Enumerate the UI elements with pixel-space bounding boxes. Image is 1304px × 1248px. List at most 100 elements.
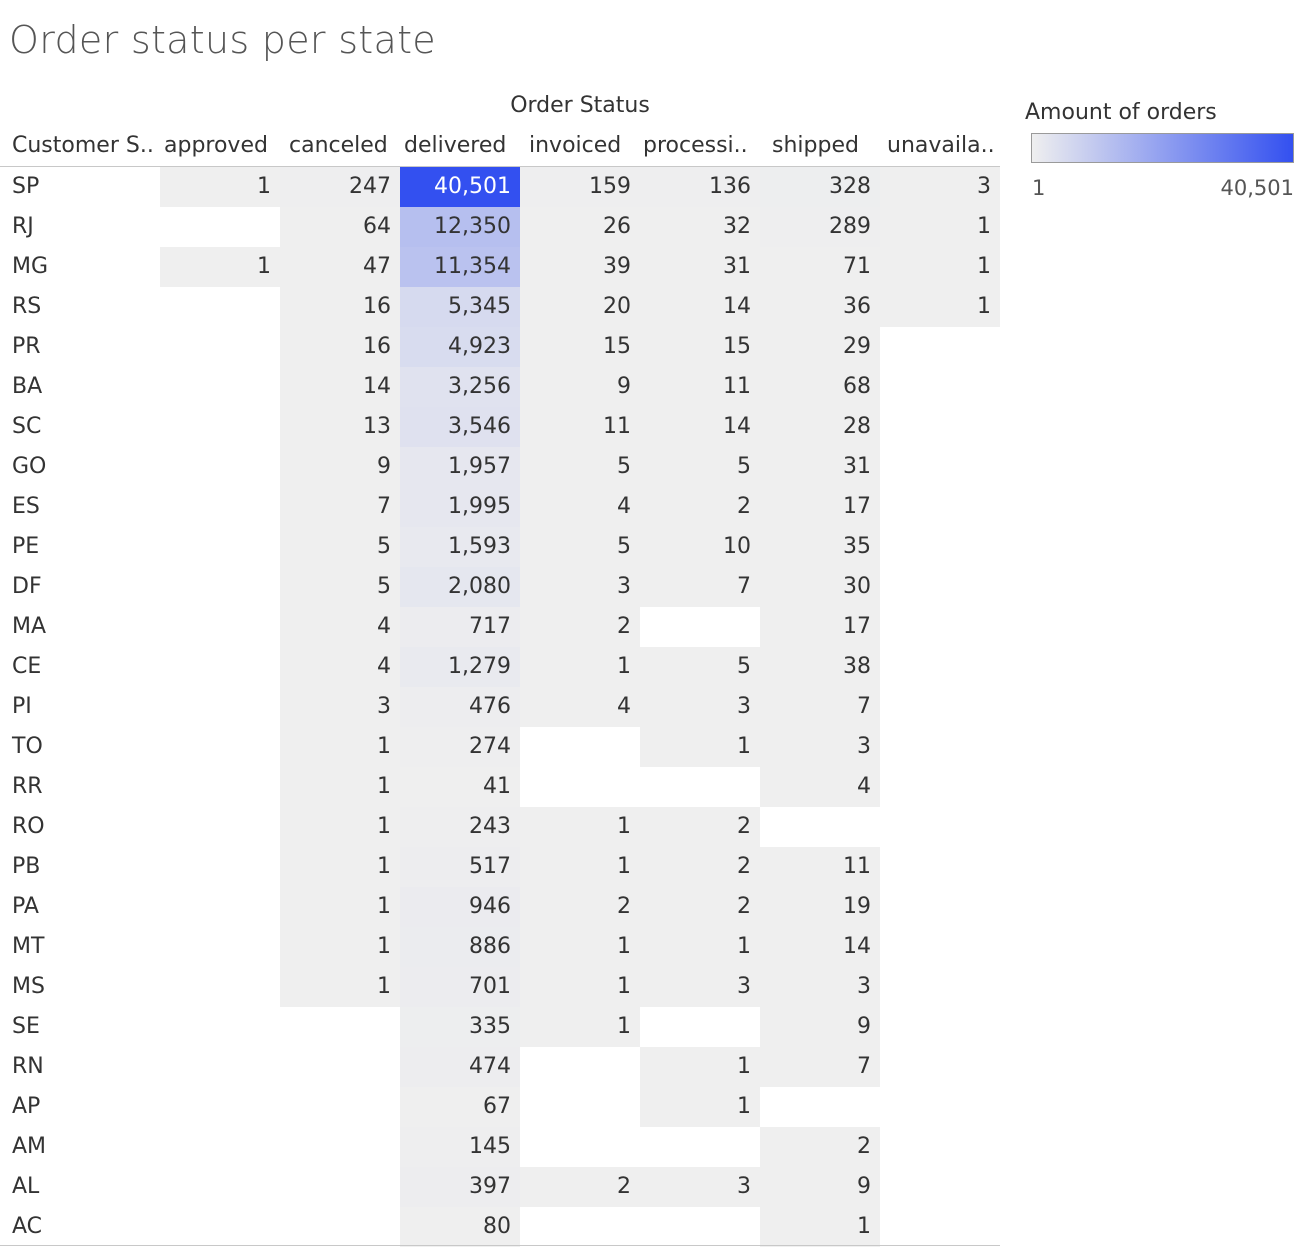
heatmap-cell[interactable]: 136 [640, 167, 760, 207]
row-label-pi[interactable]: PI [12, 694, 32, 719]
heatmap-cell[interactable]: 14 [640, 287, 760, 327]
heatmap-cell[interactable]: 1 [280, 807, 400, 847]
heatmap-cell[interactable]: 14 [640, 407, 760, 447]
heatmap-cell[interactable]: 4 [520, 687, 640, 727]
row-label-rs[interactable]: RS [12, 294, 42, 319]
column-header-processi[interactable]: processi.. [643, 133, 748, 158]
heatmap-cell[interactable]: 474 [400, 1047, 520, 1087]
row-header-title[interactable]: Customer S.. [12, 133, 154, 158]
heatmap-cell[interactable]: 5 [640, 447, 760, 487]
row-label-sp[interactable]: SP [12, 174, 40, 199]
heatmap-cell[interactable]: 41 [400, 767, 520, 807]
heatmap-cell[interactable]: 5 [280, 567, 400, 607]
heatmap-cell[interactable]: 5 [280, 527, 400, 567]
heatmap-cell[interactable]: 31 [760, 447, 880, 487]
row-label-al[interactable]: AL [12, 1174, 40, 1199]
heatmap-cell[interactable]: 7 [280, 487, 400, 527]
heatmap-cell[interactable]: 15 [520, 327, 640, 367]
heatmap-cell[interactable]: 1 [640, 727, 760, 767]
heatmap-cell[interactable]: 10 [640, 527, 760, 567]
row-label-pb[interactable]: PB [12, 854, 41, 879]
heatmap-cell[interactable]: 2 [760, 1127, 880, 1167]
row-label-rr[interactable]: RR [12, 774, 43, 799]
heatmap-cell[interactable]: 35 [760, 527, 880, 567]
row-label-pr[interactable]: PR [12, 334, 41, 359]
heatmap-cell[interactable]: 1 [160, 247, 280, 287]
heatmap-cell[interactable]: 11 [520, 407, 640, 447]
heatmap-cell[interactable]: 247 [280, 167, 400, 207]
row-label-to[interactable]: TO [12, 734, 43, 759]
heatmap-cell[interactable]: 14 [280, 367, 400, 407]
heatmap-cell[interactable]: 71 [760, 247, 880, 287]
heatmap-cell[interactable]: 1 [280, 727, 400, 767]
heatmap-cell[interactable]: 16 [280, 287, 400, 327]
heatmap-cell[interactable]: 1 [160, 167, 280, 207]
heatmap-cell[interactable]: 40,501 [400, 167, 520, 207]
heatmap-cell[interactable]: 28 [760, 407, 880, 447]
heatmap-cell[interactable]: 517 [400, 847, 520, 887]
column-header-delivered[interactable]: delivered [404, 133, 507, 158]
heatmap-cell[interactable]: 9 [280, 447, 400, 487]
row-label-ro[interactable]: RO [12, 814, 45, 839]
column-header-shipped[interactable]: shipped [772, 133, 859, 158]
heatmap-cell[interactable]: 1,279 [400, 647, 520, 687]
row-label-pe[interactable]: PE [12, 534, 40, 559]
heatmap-cell[interactable]: 11 [760, 847, 880, 887]
heatmap-cell[interactable]: 3 [880, 167, 1000, 207]
heatmap-cell[interactable]: 19 [760, 887, 880, 927]
heatmap-cell[interactable]: 68 [760, 367, 880, 407]
heatmap-cell[interactable]: 2 [640, 847, 760, 887]
heatmap-cell[interactable]: 2 [520, 607, 640, 647]
heatmap-cell[interactable]: 1 [520, 1007, 640, 1047]
heatmap-cell[interactable]: 64 [280, 207, 400, 247]
heatmap-cell[interactable]: 1 [280, 767, 400, 807]
heatmap-cell[interactable]: 2 [640, 487, 760, 527]
row-label-pa[interactable]: PA [12, 894, 39, 919]
heatmap-cell[interactable]: 3 [640, 967, 760, 1007]
heatmap-cell[interactable]: 1 [280, 847, 400, 887]
heatmap-cell[interactable]: 38 [760, 647, 880, 687]
heatmap-cell[interactable]: 80 [400, 1207, 520, 1247]
row-label-mg[interactable]: MG [12, 254, 49, 279]
heatmap-cell[interactable]: 2 [640, 807, 760, 847]
heatmap-cell[interactable]: 1 [520, 807, 640, 847]
heatmap-cell[interactable]: 7 [640, 567, 760, 607]
heatmap-cell[interactable]: 1 [880, 207, 1000, 247]
heatmap-cell[interactable]: 29 [760, 327, 880, 367]
heatmap-cell[interactable]: 1 [280, 887, 400, 927]
heatmap-cell[interactable]: 13 [280, 407, 400, 447]
heatmap-cell[interactable]: 1 [640, 1047, 760, 1087]
heatmap-cell[interactable]: 12,350 [400, 207, 520, 247]
heatmap-cell[interactable]: 289 [760, 207, 880, 247]
heatmap-cell[interactable]: 5 [520, 447, 640, 487]
heatmap-cell[interactable]: 1 [520, 847, 640, 887]
heatmap-cell[interactable]: 243 [400, 807, 520, 847]
heatmap-cell[interactable]: 1 [520, 967, 640, 1007]
row-label-ma[interactable]: MA [12, 614, 47, 639]
row-label-am[interactable]: AM [12, 1134, 47, 1159]
heatmap-cell[interactable]: 3 [760, 967, 880, 1007]
heatmap-cell[interactable]: 3,256 [400, 367, 520, 407]
heatmap-cell[interactable]: 1 [760, 1207, 880, 1247]
heatmap-cell[interactable]: 67 [400, 1087, 520, 1127]
heatmap-cell[interactable]: 3,546 [400, 407, 520, 447]
heatmap-cell[interactable]: 1 [280, 967, 400, 1007]
heatmap-cell[interactable]: 1 [640, 927, 760, 967]
heatmap-cell[interactable]: 2 [640, 887, 760, 927]
heatmap-cell[interactable]: 1,957 [400, 447, 520, 487]
heatmap-cell[interactable]: 16 [280, 327, 400, 367]
heatmap-cell[interactable]: 7 [760, 687, 880, 727]
row-label-df[interactable]: DF [12, 574, 42, 599]
legend-color-ramp[interactable] [1031, 133, 1294, 163]
row-label-ac[interactable]: AC [12, 1214, 43, 1239]
heatmap-cell[interactable]: 4 [280, 607, 400, 647]
heatmap-cell[interactable]: 1 [880, 247, 1000, 287]
heatmap-cell[interactable]: 4,923 [400, 327, 520, 367]
column-header-approved[interactable]: approved [164, 133, 268, 158]
heatmap-cell[interactable]: 7 [760, 1047, 880, 1087]
heatmap-cell[interactable]: 9 [520, 367, 640, 407]
heatmap-cell[interactable]: 5 [520, 527, 640, 567]
heatmap-cell[interactable]: 11,354 [400, 247, 520, 287]
row-label-mt[interactable]: MT [12, 934, 45, 959]
heatmap-cell[interactable]: 4 [760, 767, 880, 807]
